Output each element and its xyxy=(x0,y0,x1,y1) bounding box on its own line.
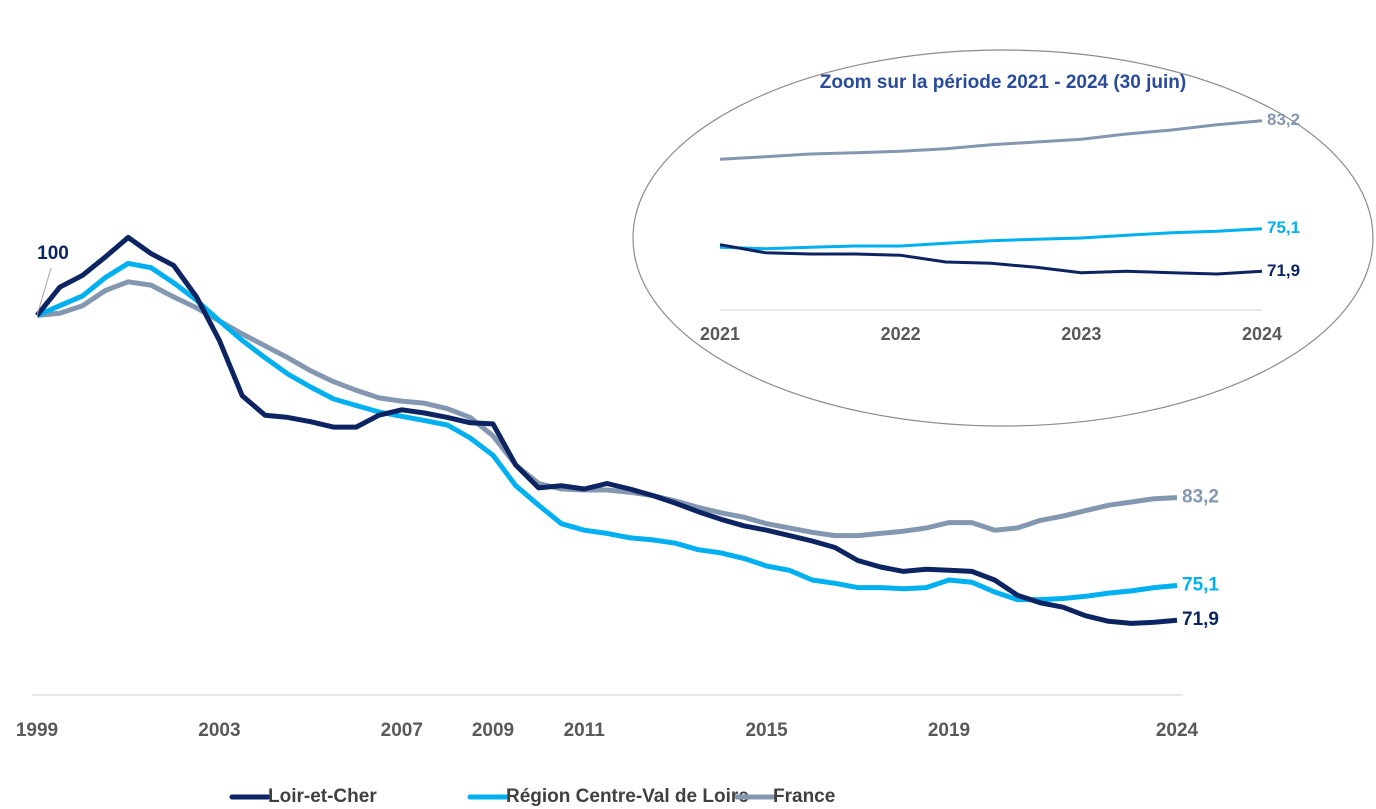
zoom-title: Zoom sur la période 2021 - 2024 (30 juin… xyxy=(820,72,1186,93)
end-label: 83,2 xyxy=(1267,110,1300,129)
start-label: 100 xyxy=(37,243,69,264)
x-tick-label: 2024 xyxy=(1242,324,1282,344)
x-tick-label: 2019 xyxy=(928,720,970,741)
x-tick-label: 2021 xyxy=(700,324,740,344)
end-label: 71,9 xyxy=(1182,609,1219,630)
x-tick-label: 1999 xyxy=(16,720,58,741)
series-line xyxy=(719,243,1263,276)
legend-label: Loir-et-Cher xyxy=(268,786,377,807)
x-tick-label: 2011 xyxy=(564,720,606,741)
x-tick-label: 2015 xyxy=(745,720,788,741)
x-tick-label: 2024 xyxy=(1156,720,1199,741)
x-tick-label: 2023 xyxy=(1061,324,1101,344)
series-line xyxy=(36,260,1178,603)
x-tick-label: 2003 xyxy=(198,720,240,741)
end-label: 75,1 xyxy=(1182,574,1219,595)
label-leader xyxy=(36,267,52,316)
end-label: 75,1 xyxy=(1267,218,1300,237)
end-label: 71,9 xyxy=(1267,261,1300,280)
end-label: 83,2 xyxy=(1182,487,1219,508)
series-line xyxy=(35,234,1178,626)
legend-label: France xyxy=(773,786,835,807)
series-line xyxy=(719,119,1263,161)
zoom-ellipse xyxy=(632,49,1374,427)
x-tick-label: 2009 xyxy=(472,720,514,741)
legend-label: Région Centre-Val de Loire xyxy=(506,786,749,807)
series-line xyxy=(719,227,1263,251)
x-tick-label: 2022 xyxy=(881,324,921,344)
x-tick-label: 2007 xyxy=(381,720,423,741)
